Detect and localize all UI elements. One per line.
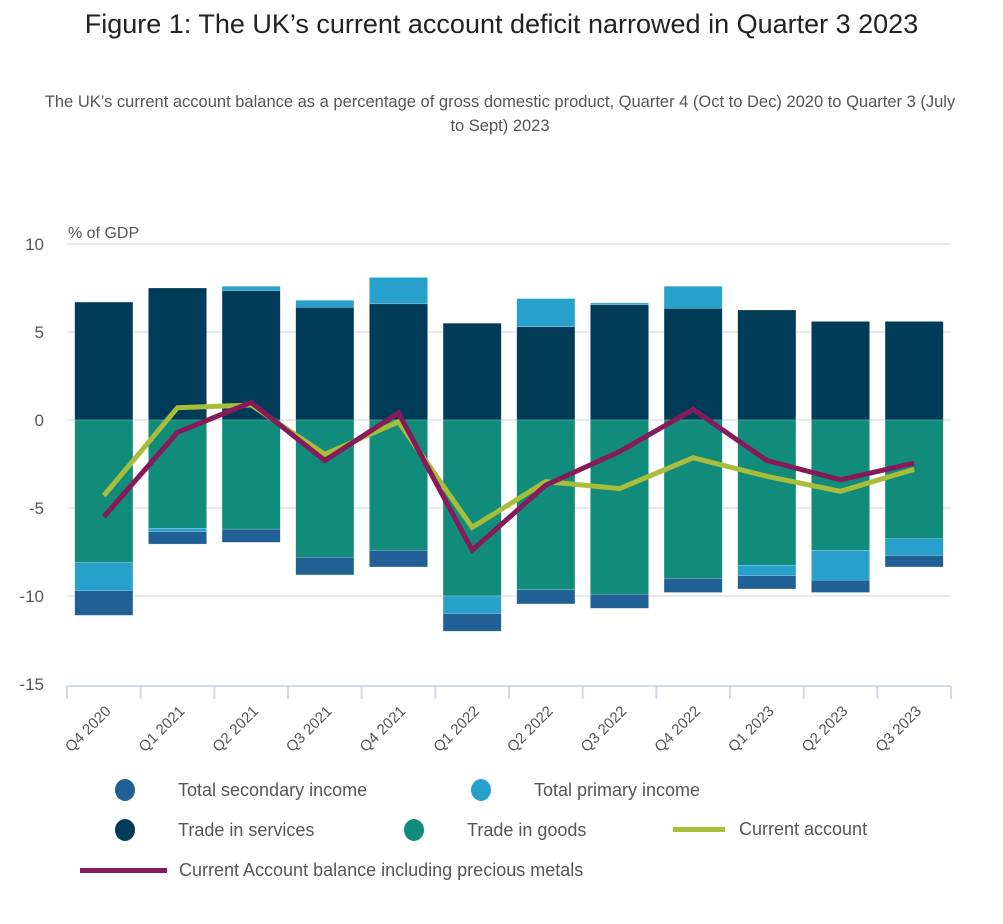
legend-label: Current account — [739, 819, 868, 839]
x-tick-label: Q2 2023 — [799, 703, 852, 756]
bar-trade-in-services — [369, 303, 428, 421]
bar-total-secondary-income — [295, 557, 355, 576]
bar-total-primary-income — [811, 550, 870, 581]
bar-total-primary-income — [663, 286, 723, 309]
x-tick-label: Q2 2022 — [504, 703, 557, 756]
legend-swatch-trade-services — [115, 819, 135, 841]
legend-item-secondary-income: Total secondary income — [115, 779, 367, 801]
bar-trade-in-services — [442, 323, 502, 421]
legend-swatch-current-account — [673, 827, 725, 832]
bar-trade-in-services — [884, 321, 944, 421]
legend-swatch-secondary-income — [115, 779, 135, 801]
x-tick-label: Q1 2021 — [136, 703, 189, 756]
bar-total-primary-income — [148, 528, 207, 532]
bar-trade-in-services — [148, 287, 207, 421]
y-tick-label: -15 — [19, 675, 44, 694]
chart-area: 10 5 0 -5 -10 -15 % of GDP Q4 2020 Q1 2021 Q2 2… — [19, 225, 952, 756]
bar-total-primary-income — [221, 286, 281, 291]
y-tick-label: -10 — [19, 587, 44, 606]
bars — [74, 277, 944, 632]
y-tick-label: 10 — [25, 235, 44, 254]
bar-total-secondary-income — [74, 590, 134, 616]
x-tick-label: Q4 2021 — [357, 703, 410, 756]
x-tick-label: Q1 2022 — [430, 703, 483, 756]
x-axis: Q4 2020 Q1 2021 Q2 2021 Q3 2021 Q4 2021 Q1 20… — [62, 685, 952, 756]
bar-total-primary-income — [442, 595, 502, 614]
bar-total-secondary-income — [442, 613, 502, 632]
bar-total-primary-income — [295, 300, 355, 308]
bar-trade-in-goods — [221, 419, 281, 530]
bar-total-secondary-income — [737, 575, 797, 590]
y-axis-ticks: 10 5 0 -5 -10 -15 — [19, 235, 44, 694]
y-axis-label: % of GDP — [68, 225, 139, 242]
bar-total-secondary-income — [663, 578, 723, 593]
bar-total-primary-income — [884, 538, 944, 556]
bar-total-secondary-income — [221, 528, 281, 543]
bar-trade-in-services — [590, 304, 649, 421]
y-tick-label: 0 — [35, 411, 44, 430]
x-tick-label: Q4 2020 — [62, 703, 115, 756]
bar-trade-in-goods — [369, 419, 428, 551]
bar-trade-in-services — [295, 307, 355, 421]
lines — [101, 399, 915, 555]
bar-total-primary-income — [516, 298, 576, 327]
bar-trade-in-goods — [590, 419, 649, 595]
bar-total-secondary-income — [516, 589, 576, 605]
legend-swatch-current-account-precious-metals — [80, 868, 167, 873]
legend-label: Total secondary income — [178, 779, 368, 800]
bar-trade-in-services — [516, 326, 576, 421]
bar-trade-in-services — [737, 309, 797, 421]
line-current-account-balance-including-precious-metals — [101, 399, 915, 555]
bar-trade-in-goods — [884, 419, 944, 540]
bar-total-secondary-income — [148, 531, 207, 545]
bar-total-primary-income — [369, 277, 428, 305]
bar-trade-in-services — [221, 290, 281, 421]
legend-label: Total primary income — [534, 779, 701, 800]
x-tick-label: Q1 2023 — [725, 703, 778, 756]
bar-total-secondary-income — [369, 550, 428, 568]
bar-total-secondary-income — [884, 555, 944, 568]
y-tick-label: 5 — [35, 323, 44, 342]
bar-trade-in-goods — [737, 419, 797, 566]
chart-title: Figure 1: The UK’s current account defic… — [84, 9, 919, 39]
legend-swatch-trade-goods — [404, 819, 424, 841]
x-tick-label: Q2 2021 — [209, 703, 262, 756]
bar-trade-in-goods — [442, 419, 502, 597]
bar-trade-in-goods — [148, 419, 207, 529]
x-tick-label: Q3 2022 — [578, 703, 631, 756]
bar-total-secondary-income — [590, 594, 649, 609]
bar-trade-in-services — [74, 301, 134, 421]
bar-total-primary-income — [737, 565, 797, 576]
x-tick-label: Q4 2022 — [651, 703, 704, 756]
legend-item-trade-services: Trade in services — [115, 819, 314, 841]
y-tick-label: -5 — [29, 499, 44, 518]
legend-item-primary-income: Total primary income — [471, 779, 700, 801]
x-tick-label: Q3 2023 — [872, 703, 925, 756]
legend-label: Trade in services — [178, 819, 315, 840]
bar-trade-in-services — [811, 321, 870, 421]
bar-trade-in-goods — [663, 419, 723, 579]
legend-item-current-account: Current account — [673, 819, 867, 840]
x-tick-label: Q3 2021 — [283, 703, 336, 756]
bar-trade-in-services — [663, 308, 723, 421]
legend-swatch-primary-income — [471, 779, 491, 801]
bar-total-primary-income — [590, 302, 649, 305]
legend-item-current-account-precious-metals: Current Account balance including precio… — [80, 860, 583, 881]
legend-label: Trade in goods — [467, 819, 587, 840]
bar-total-primary-income — [74, 562, 134, 591]
chart-subtitle: The UK’s current account balance as a pe… — [44, 93, 956, 135]
legend-label: Current Account balance including precio… — [179, 860, 584, 880]
legend-item-trade-goods: Trade in goods — [404, 819, 586, 841]
bar-total-secondary-income — [811, 579, 870, 593]
